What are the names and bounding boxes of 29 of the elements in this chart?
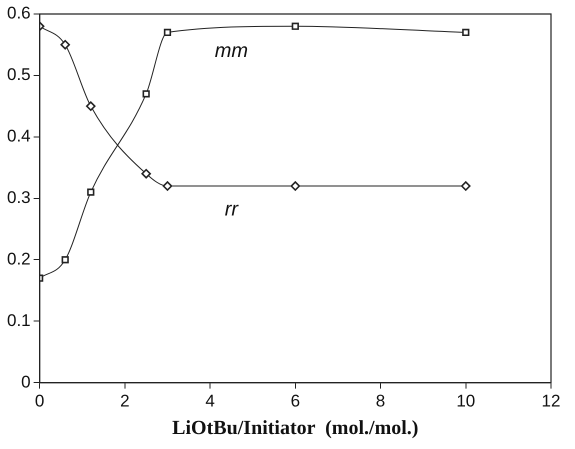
x-axis-title: LiOtBu/Initiator (mol./mol.) xyxy=(172,417,418,440)
point xyxy=(60,40,70,50)
y-tick-label: 0 xyxy=(21,372,31,392)
x-tick-label: 8 xyxy=(376,391,386,410)
x-tick-label: 12 xyxy=(542,391,560,410)
y-tick-label: 0.4 xyxy=(6,126,31,146)
point xyxy=(290,181,300,191)
y-tick-label: 0.1 xyxy=(6,310,31,330)
y-tick-label: 0.5 xyxy=(6,65,31,84)
series-label: mm xyxy=(214,40,248,62)
series-label: rr xyxy=(224,198,240,221)
x-tick-label: 0 xyxy=(34,391,44,410)
point xyxy=(460,181,471,191)
point xyxy=(164,28,172,36)
y-tick-label: 0.3 xyxy=(6,188,31,207)
x-tick-label: 6 xyxy=(290,391,300,410)
point xyxy=(62,256,69,264)
point xyxy=(87,188,94,196)
y-tick-label: 0.2 xyxy=(6,249,31,268)
x-tick-label: 10 xyxy=(456,391,476,410)
point xyxy=(162,181,172,191)
point xyxy=(462,28,470,36)
point xyxy=(292,22,299,30)
y-tick-label: 0.6 xyxy=(6,4,31,23)
x-tick-label: 2 xyxy=(120,391,130,410)
point xyxy=(142,90,150,98)
point xyxy=(141,168,151,179)
point xyxy=(86,101,96,111)
x-tick-label: 4 xyxy=(205,391,215,410)
